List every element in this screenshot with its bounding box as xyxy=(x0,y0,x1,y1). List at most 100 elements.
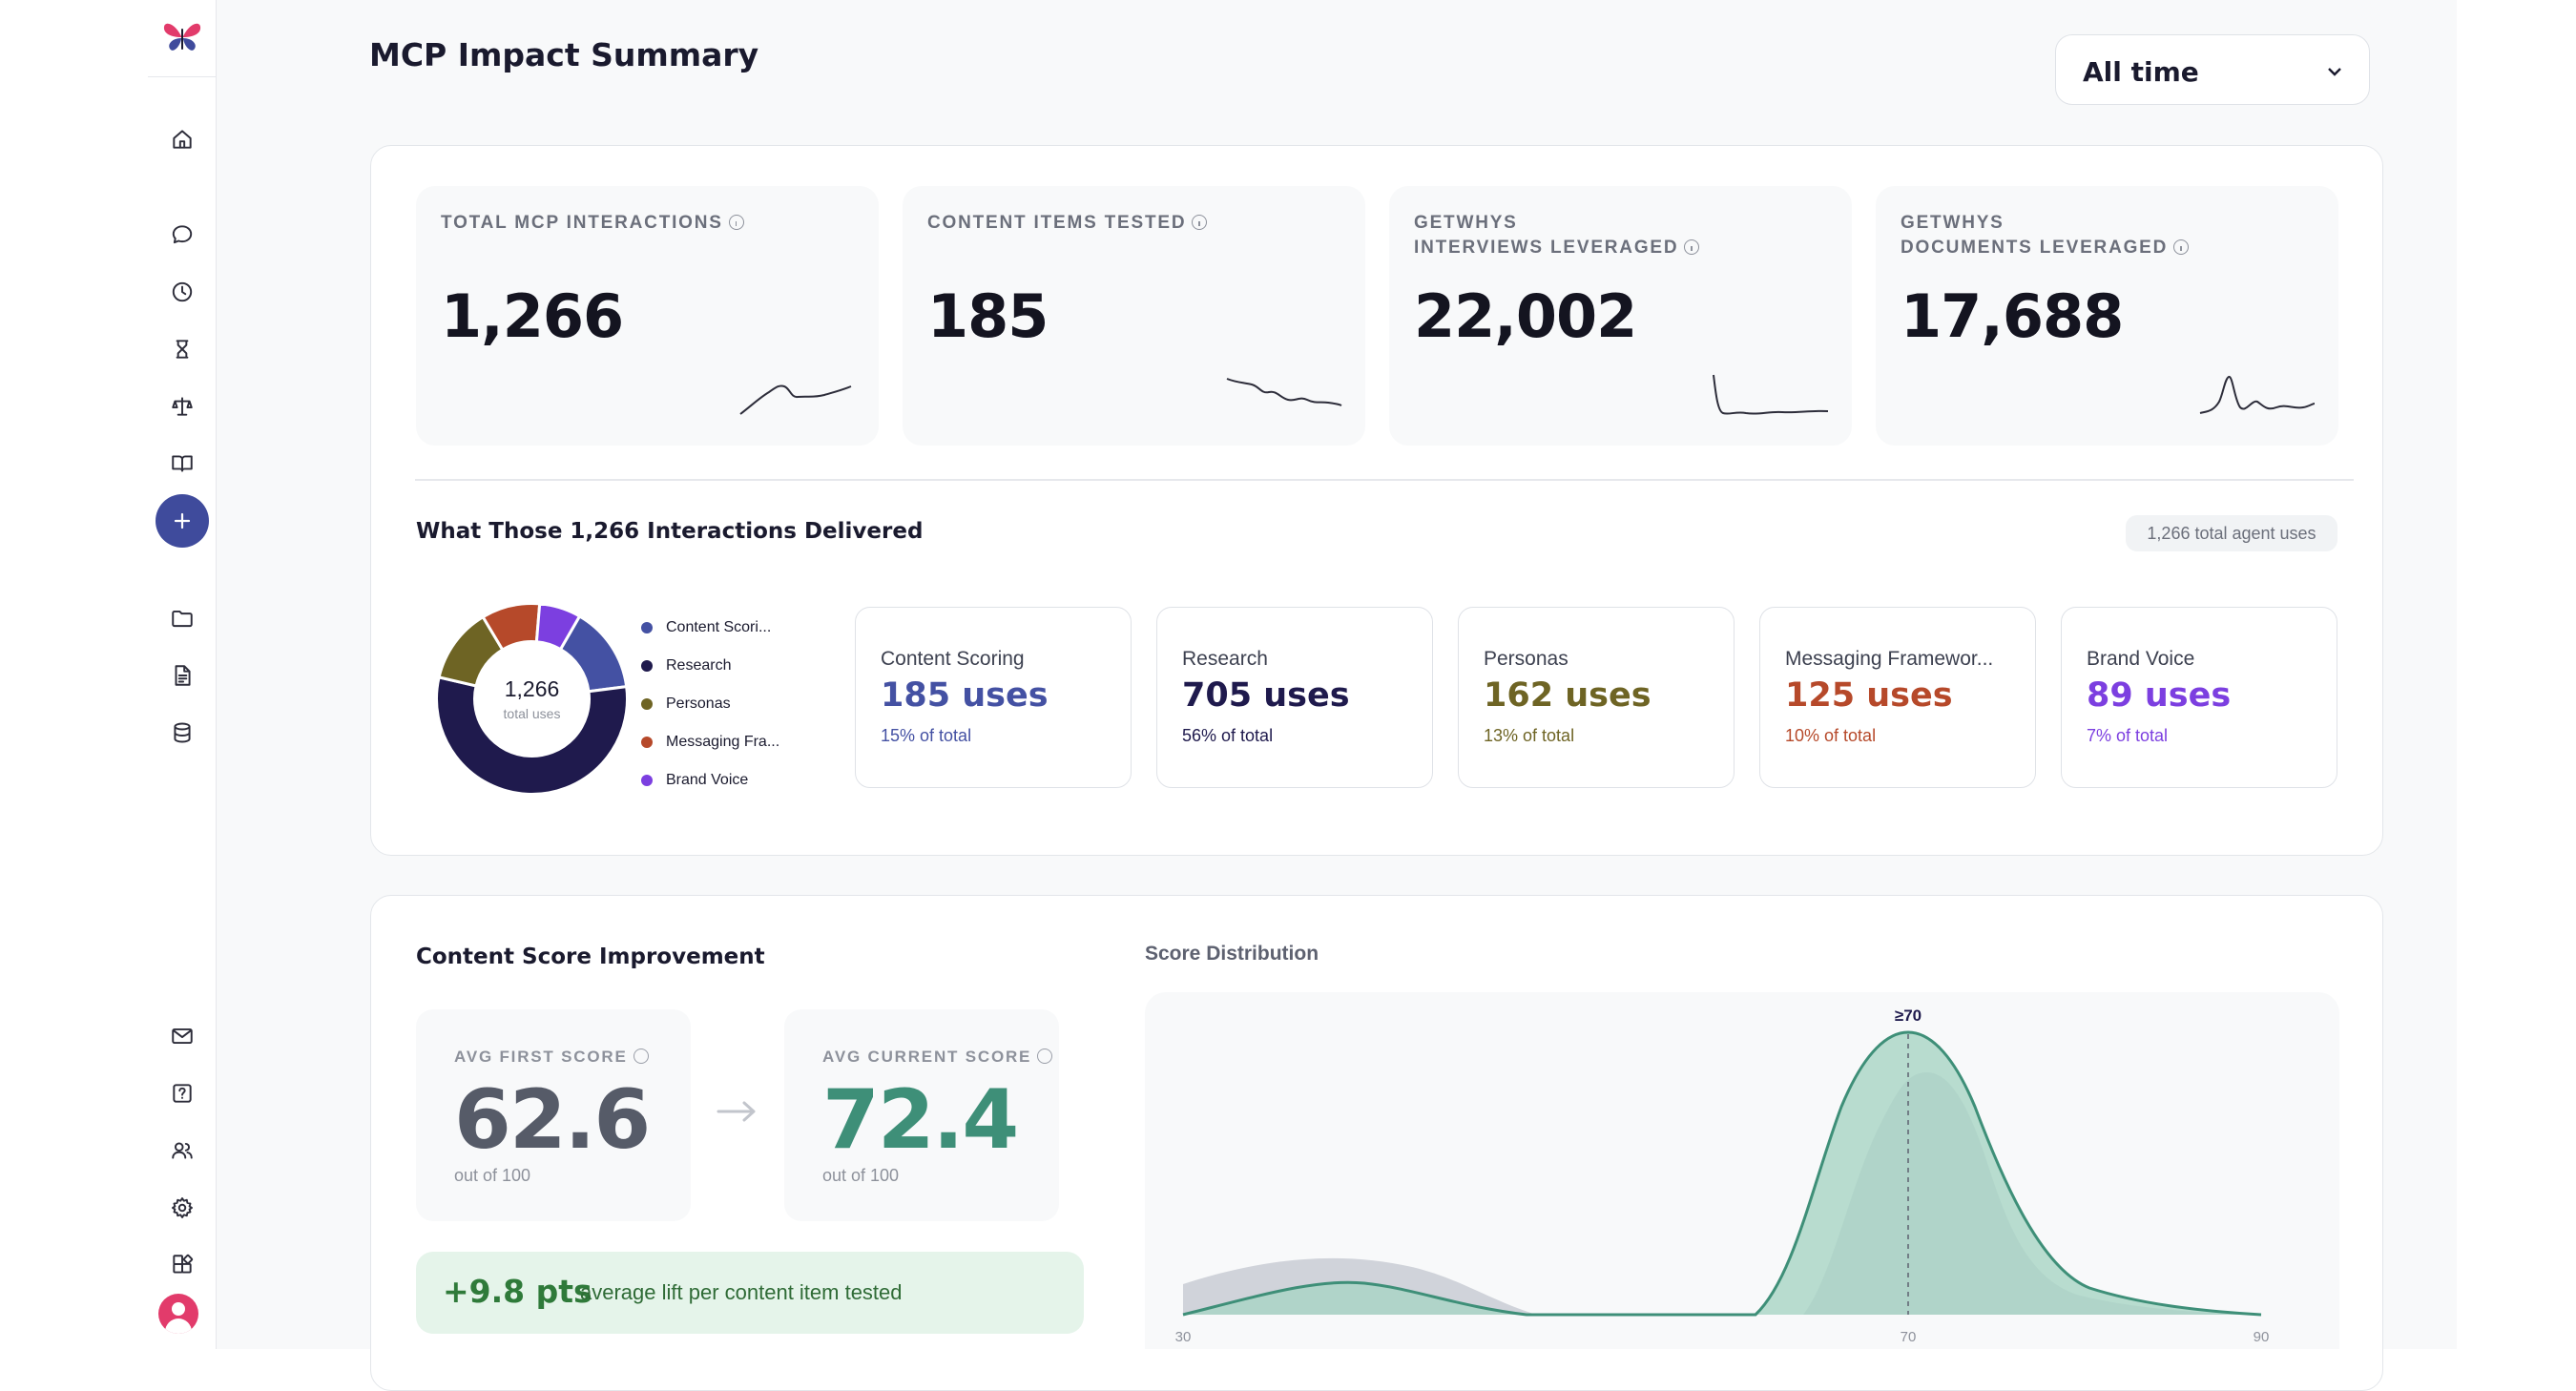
folder-icon[interactable] xyxy=(168,604,197,633)
kpi-content-items-tested: CONTENT ITEMS TESTED 185 xyxy=(903,186,1365,446)
avg-current-score-box: AVG CURRENT SCORE 72.4 out of 100 xyxy=(784,1009,1059,1221)
legend-dot xyxy=(641,698,653,710)
usage-card-title: Research xyxy=(1182,648,1268,670)
kpi-total-interactions: TOTAL MCP INTERACTIONS 1,266 xyxy=(416,186,879,446)
current-score-distribution-line xyxy=(1182,1030,2262,1317)
scale-icon[interactable] xyxy=(168,392,197,421)
book-open-icon[interactable] xyxy=(168,449,197,478)
legend-dot xyxy=(641,775,653,786)
document-icon[interactable] xyxy=(168,661,197,690)
butterfly-logo-icon[interactable] xyxy=(161,17,203,55)
kpi-value: 22,002 xyxy=(1414,281,1637,351)
donut-center: 1,266 total uses xyxy=(434,601,630,797)
legend-label: Research xyxy=(666,657,732,674)
legend-item: Research xyxy=(641,647,779,685)
arrow-right-icon xyxy=(717,1101,756,1122)
info-icon[interactable] xyxy=(1192,215,1208,230)
current-score-distribution-area xyxy=(1183,1032,2261,1315)
add-new-button[interactable] xyxy=(156,494,209,548)
legend-label: Messaging Fra... xyxy=(666,734,780,750)
sidebar-separator xyxy=(148,76,217,77)
time-range-select[interactable]: All time xyxy=(2055,34,2370,105)
info-icon[interactable] xyxy=(1684,239,1700,255)
legend-label: Content Scori... xyxy=(666,619,772,635)
usage-card-title: Messaging Framewor... xyxy=(1785,648,1994,670)
usage-card-title: Personas xyxy=(1484,648,1568,670)
help-icon[interactable] xyxy=(168,1079,197,1108)
usage-card-title: Brand Voice xyxy=(2087,648,2195,670)
section-divider xyxy=(415,479,2354,481)
donut-subtitle: total uses xyxy=(503,706,561,721)
first-score-distribution-area xyxy=(1183,1072,2261,1315)
legend-label: Brand Voice xyxy=(666,772,749,788)
database-icon[interactable] xyxy=(168,718,197,747)
plus-icon xyxy=(174,512,191,529)
score-label: AVG FIRST SCORE xyxy=(454,1048,649,1067)
usage-card-percent: 10% of total xyxy=(1785,726,1877,745)
usage-donut-chart xyxy=(435,602,629,796)
usage-card-content-scoring[interactable]: Content Scoring 185 uses 15% of total xyxy=(855,607,1132,788)
x-tick-70: 70 xyxy=(1901,1329,1917,1345)
legend-item: Content Scori... xyxy=(641,609,779,647)
avg-current-score-value: 72.4 xyxy=(822,1072,1019,1168)
donut-legend: Content Scori... Research Personas Messa… xyxy=(641,609,779,799)
lift-description: average lift per content item tested xyxy=(580,1280,903,1304)
kpi-label: CONTENT ITEMS TESTED xyxy=(927,211,1208,236)
threshold-label: ≥70 xyxy=(1895,1007,1922,1025)
legend-dot xyxy=(641,622,653,633)
users-icon[interactable] xyxy=(168,1136,197,1165)
info-icon[interactable] xyxy=(2173,239,2190,255)
info-icon[interactable] xyxy=(633,1048,649,1064)
total-agent-uses-chip: 1,266 total agent uses xyxy=(2126,515,2337,551)
usage-card-percent: 13% of total xyxy=(1484,726,1575,745)
legend-dot xyxy=(641,660,653,672)
chat-bubble-icon[interactable] xyxy=(168,220,197,249)
mail-icon[interactable] xyxy=(168,1022,197,1050)
legend-item: Brand Voice xyxy=(641,761,779,799)
integrations-icon[interactable] xyxy=(168,1251,197,1279)
settings-gear-icon[interactable] xyxy=(168,1194,197,1222)
sparkline xyxy=(739,384,852,415)
donut-slice-research[interactable] xyxy=(435,675,629,796)
usage-card-uses: 185 uses xyxy=(881,676,1049,715)
kpi-value: 1,266 xyxy=(441,281,624,351)
home-icon[interactable] xyxy=(168,125,197,154)
lift-value: +9.8 pts xyxy=(443,1273,592,1310)
score-distribution-chart: ≥70 30 70 90 xyxy=(1145,992,2339,1349)
kpi-label: GETWHYS INTERVIEWS LEVERAGED xyxy=(1414,211,1700,260)
delivered-title: What Those 1,266 Interactions Delivered xyxy=(416,519,924,544)
content-score-title: Content Score Improvement xyxy=(416,945,765,969)
info-icon[interactable] xyxy=(1037,1048,1053,1064)
usage-card-uses: 705 uses xyxy=(1182,676,1350,715)
user-avatar[interactable] xyxy=(158,1294,198,1334)
usage-card-messaging[interactable]: Messaging Framewor... 125 uses 10% of to… xyxy=(1759,607,2036,788)
sparkline xyxy=(1713,374,1829,415)
legend-label: Personas xyxy=(666,696,731,712)
kpi-label: GETWHYS DOCUMENTS LEVERAGED xyxy=(1901,211,2190,260)
sparkline xyxy=(2199,375,2316,414)
kpi-value: 17,688 xyxy=(1901,281,2124,351)
score-label: AVG CURRENT SCORE xyxy=(822,1048,1053,1067)
usage-card-uses: 89 uses xyxy=(2087,676,2232,715)
score-distribution-title: Score Distribution xyxy=(1145,943,1319,965)
score-lift-banner: +9.8 pts average lift per content item t… xyxy=(416,1252,1084,1334)
info-icon[interactable] xyxy=(728,215,744,230)
usage-card-uses: 162 uses xyxy=(1484,676,1652,715)
donut-total: 1,266 xyxy=(504,676,560,701)
usage-card-personas[interactable]: Personas 162 uses 13% of total xyxy=(1458,607,1735,788)
time-range-value: All time xyxy=(2083,56,2199,88)
sidebar xyxy=(148,0,217,1349)
avg-first-score-value: 62.6 xyxy=(454,1072,651,1168)
kpi-interviews-leveraged: GETWHYS INTERVIEWS LEVERAGED 22,002 xyxy=(1389,186,1852,446)
legend-item: Messaging Fra... xyxy=(641,723,779,761)
usage-card-uses: 125 uses xyxy=(1785,676,1953,715)
usage-card-research[interactable]: Research 705 uses 56% of total xyxy=(1156,607,1433,788)
avg-first-score-box: AVG FIRST SCORE 62.6 out of 100 xyxy=(416,1009,691,1221)
donut-slice-brand-voice[interactable] xyxy=(534,602,582,652)
usage-card-brand-voice[interactable]: Brand Voice 89 uses 7% of total xyxy=(2061,607,2337,788)
clock-icon[interactable] xyxy=(168,278,197,306)
usage-card-percent: 15% of total xyxy=(881,726,972,745)
usage-card-percent: 56% of total xyxy=(1182,726,1274,745)
hourglass-icon[interactable] xyxy=(168,335,197,363)
chevron-down-icon xyxy=(2328,68,2341,76)
